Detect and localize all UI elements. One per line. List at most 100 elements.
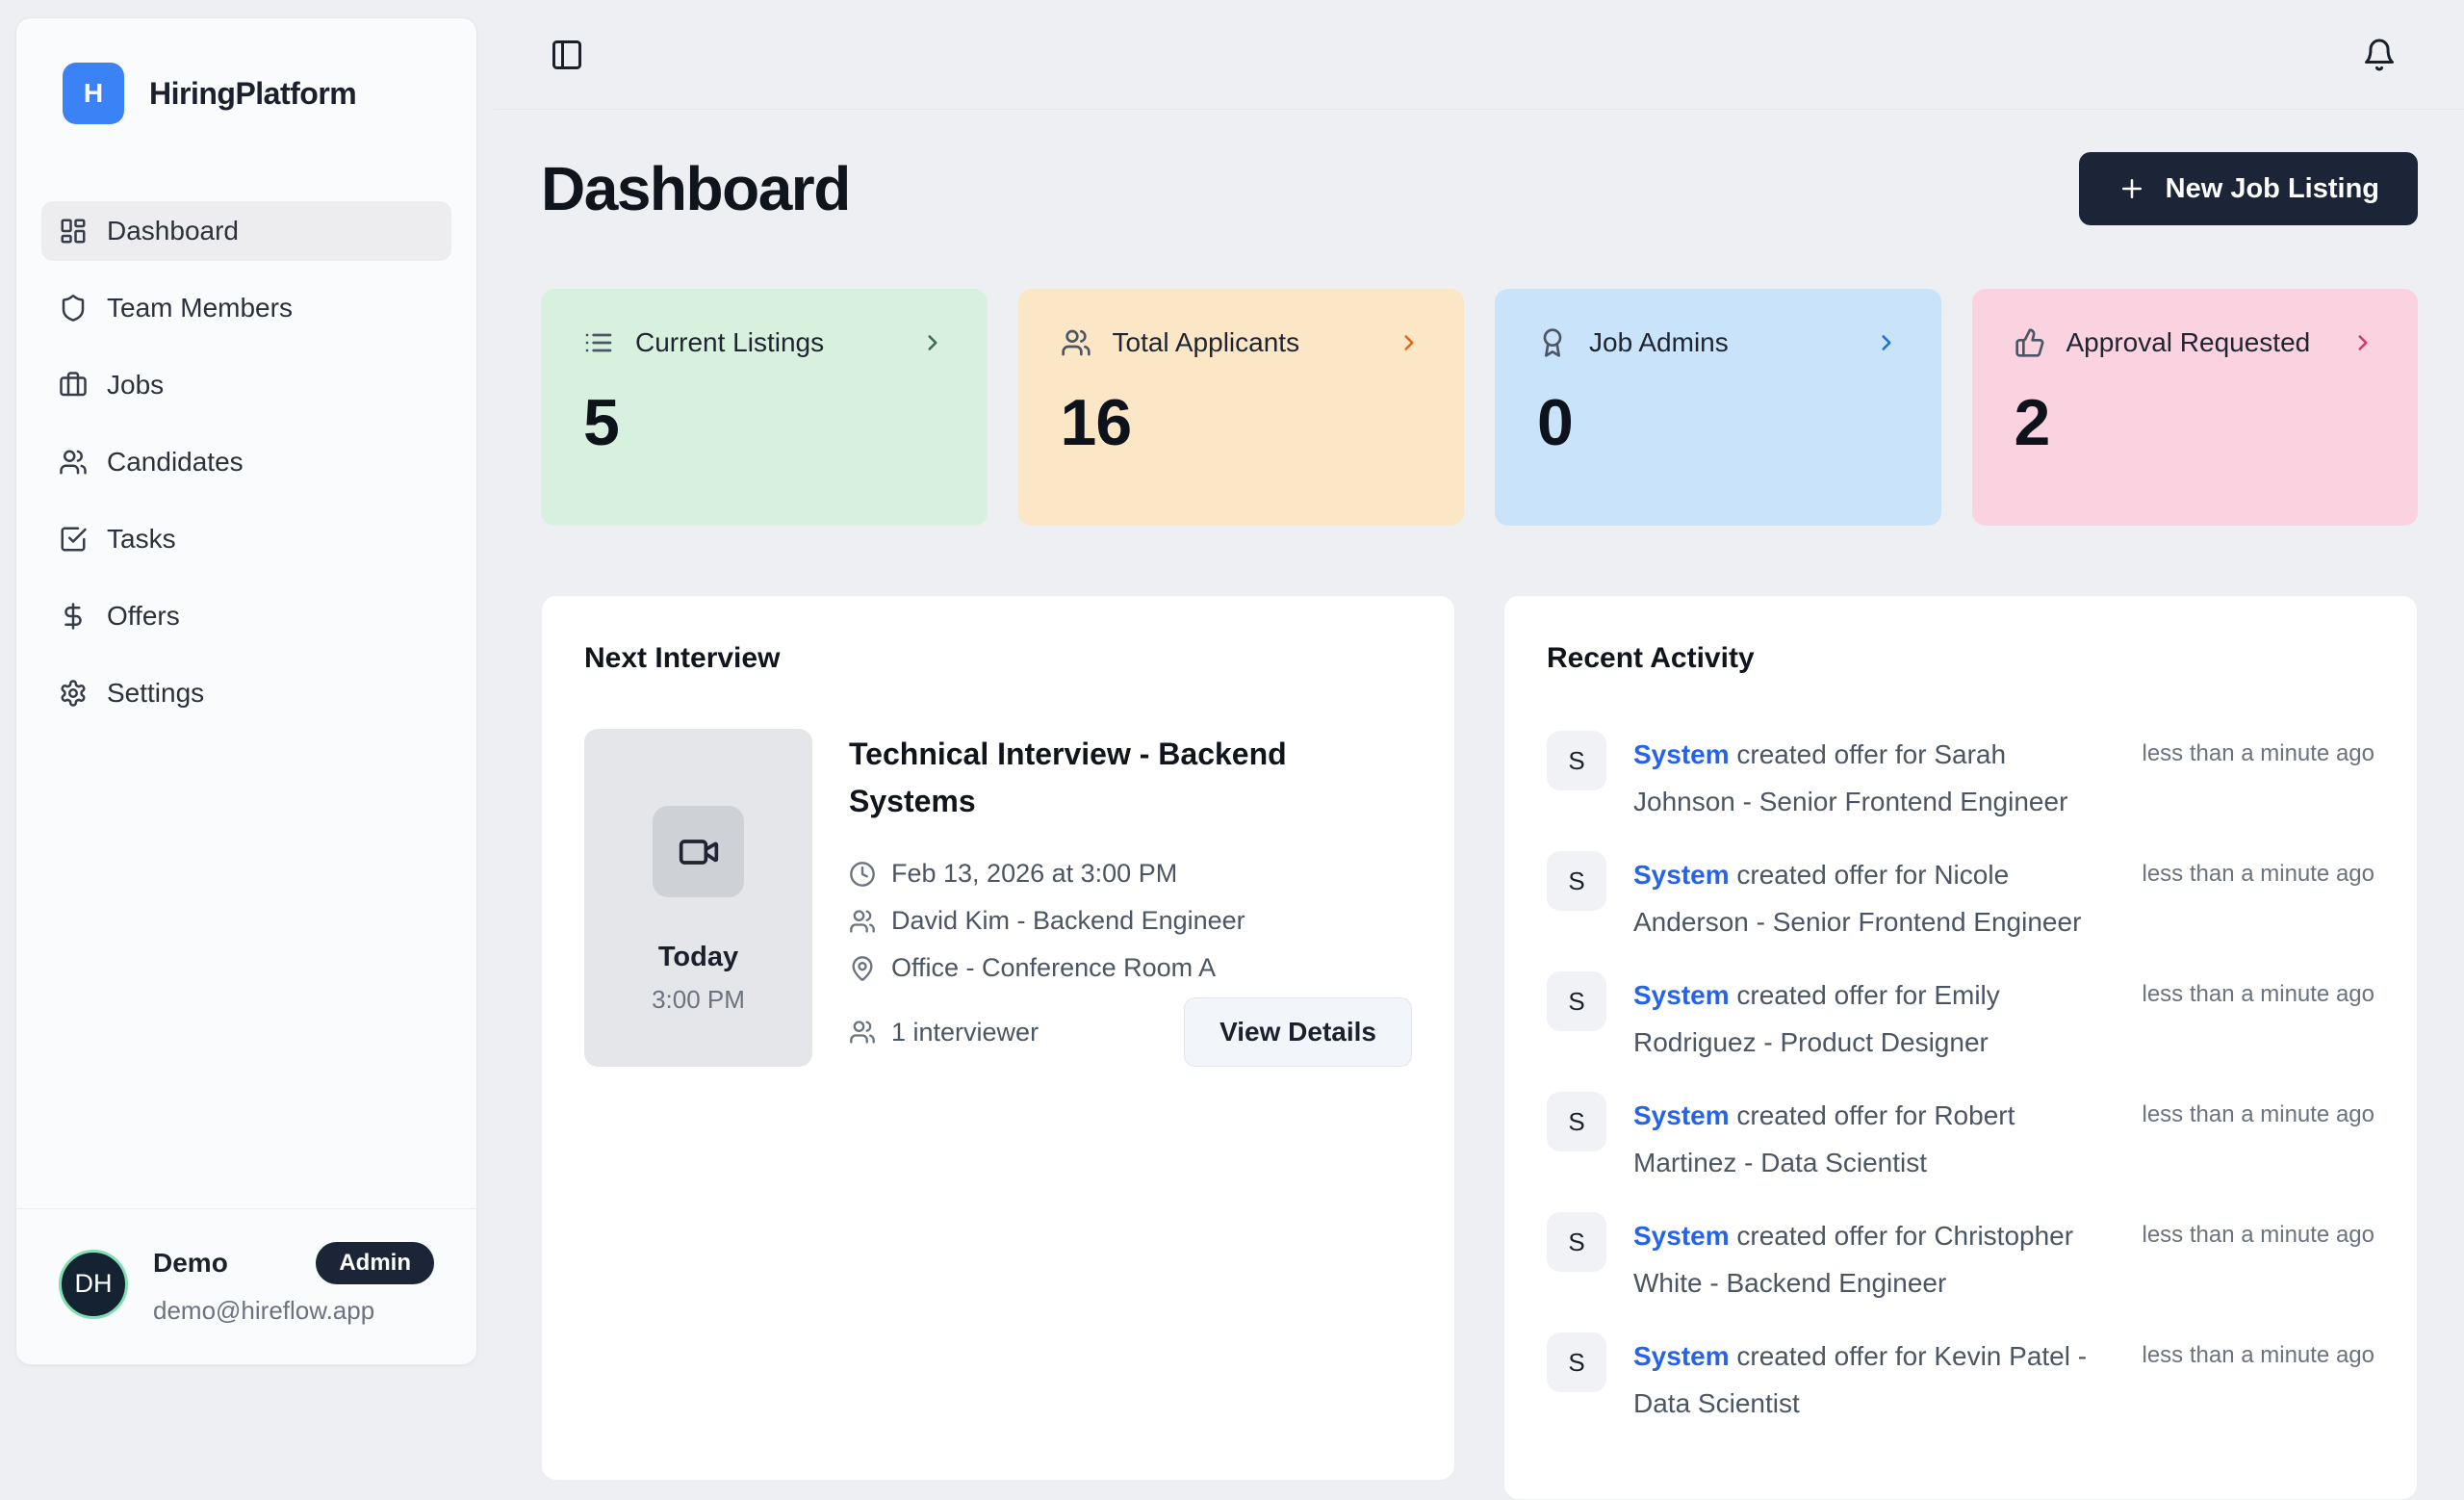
view-details-button[interactable]: View Details — [1184, 997, 1412, 1067]
users-icon — [1061, 327, 1091, 358]
activity-text: System created offer for Nicole Anderson… — [1633, 851, 2088, 945]
interview-person: David Kim - Backend Engineer — [891, 906, 1245, 935]
activity-action: created offer for Emily Rodriguez - Prod… — [1633, 980, 2000, 1057]
panel-left-icon — [552, 39, 581, 69]
activity-text: System created offer for Robert Martinez… — [1633, 1092, 2088, 1186]
sidebar-item-label: Settings — [107, 678, 205, 708]
activity-item: S System created offer for Robert Martin… — [1547, 1092, 2374, 1186]
sidebar-item-label: Candidates — [107, 447, 244, 477]
page-title: Dashboard — [541, 154, 851, 223]
activity-text: System created offer for Sarah Johnson -… — [1633, 731, 2088, 825]
activity-text: System created offer for Kevin Patel - D… — [1633, 1332, 2088, 1427]
stat-label: Job Admins — [1589, 327, 1729, 357]
interview-time-label: 3:00 PM — [652, 985, 745, 1014]
activity-avatar: S — [1547, 1212, 1606, 1272]
recent-activity-title: Recent Activity — [1547, 642, 1755, 674]
stat-cards: Current Listings 5 Total Applicants — [541, 289, 2418, 526]
sidebar-item-dashboard[interactable]: Dashboard — [41, 201, 451, 261]
activity-timestamp: less than a minute ago — [2142, 861, 2375, 887]
sidebar-item-label: Tasks — [107, 524, 176, 554]
users-icon — [849, 1019, 876, 1046]
role-badge: Admin — [316, 1242, 434, 1284]
activity-actor-link[interactable]: System — [1633, 980, 1730, 1010]
activity-item: S System created offer for Nicole Anders… — [1547, 851, 2374, 945]
sidebar-item-jobs[interactable]: Jobs — [41, 355, 451, 415]
activity-actor-link[interactable]: System — [1633, 1100, 1730, 1130]
activity-action: created offer for Nicole Anderson - Seni… — [1633, 860, 2082, 937]
activity-avatar: S — [1547, 971, 1606, 1031]
chevron-right-icon — [920, 330, 945, 355]
sidebar-item-candidates[interactable]: Candidates — [41, 432, 451, 492]
activity-action: created offer for Sarah Johnson - Senior… — [1633, 739, 2068, 816]
activity-text: System created offer for Christopher Whi… — [1633, 1212, 2088, 1306]
activity-list: S System created offer for Sarah Johnson… — [1547, 731, 2374, 1427]
briefcase-icon — [59, 371, 88, 400]
activity-actor-link[interactable]: System — [1633, 1221, 1730, 1251]
stat-card-current-listings[interactable]: Current Listings 5 — [541, 289, 988, 526]
interview-location: Office - Conference Room A — [891, 953, 1217, 982]
shield-icon — [59, 294, 88, 323]
user-info: Demo Admin demo@hireflow.app — [153, 1242, 434, 1326]
activity-timestamp: less than a minute ago — [2142, 1222, 2375, 1248]
activity-item: S System created offer for Emily Rodrigu… — [1547, 971, 2374, 1066]
activity-avatar: S — [1547, 1092, 1606, 1151]
stat-value: 2 — [2014, 386, 2051, 459]
recent-activity-card: Recent Activity S System created offer f… — [1503, 595, 2418, 1500]
activity-text: System created offer for Emily Rodriguez… — [1633, 971, 2088, 1066]
chevron-right-icon — [1874, 330, 1899, 355]
sidebar: H HiringPlatform Dashboard Team Members … — [15, 17, 477, 1365]
stat-value: 5 — [583, 386, 620, 459]
stat-value: 0 — [1537, 386, 1574, 459]
stat-card-approval-requested[interactable]: Approval Requested 2 — [1971, 289, 2418, 526]
brand-name: HiringPlatform — [149, 75, 357, 111]
stat-label: Approval Requested — [2066, 327, 2311, 357]
new-job-listing-button[interactable]: New Job Listing — [2078, 152, 2418, 225]
bell-icon — [2365, 39, 2394, 70]
interview-day-label: Today — [657, 942, 739, 972]
dashboard-grid-icon — [59, 217, 88, 246]
sidebar-item-label: Jobs — [107, 370, 165, 400]
clock-icon — [849, 861, 876, 888]
brand: H HiringPlatform — [16, 18, 476, 124]
activity-timestamp: less than a minute ago — [2142, 981, 2375, 1007]
interview-datetime: Feb 13, 2026 at 3:00 PM — [891, 859, 1178, 888]
interview-date-tile: Today 3:00 PM — [584, 729, 812, 1067]
dollar-sign-icon — [59, 602, 88, 631]
stat-card-job-admins[interactable]: Job Admins 0 — [1495, 289, 1941, 526]
interview-title: Technical Interview - Backend Systems — [849, 737, 1287, 818]
activity-actor-link[interactable]: System — [1633, 860, 1730, 890]
interview-details: Technical Interview - Backend Systems Fe… — [849, 729, 1412, 1067]
award-icon — [1537, 327, 1568, 358]
sidebar-item-settings[interactable]: Settings — [41, 663, 451, 723]
activity-avatar: S — [1547, 731, 1606, 790]
users-icon — [849, 908, 876, 935]
activity-actor-link[interactable]: System — [1633, 739, 1730, 769]
users-icon — [59, 448, 88, 477]
sidebar-item-offers[interactable]: Offers — [41, 586, 451, 646]
activity-item: S System created offer for Christopher W… — [1547, 1212, 2374, 1306]
notifications-button[interactable] — [2362, 38, 2397, 72]
thumbs-up-icon — [2015, 327, 2045, 358]
sidebar-item-label: Dashboard — [107, 216, 239, 246]
interviewer-count: 1 interviewer — [891, 1017, 1040, 1047]
sidebar-item-label: Offers — [107, 601, 180, 631]
sidebar-nav: Dashboard Team Members Jobs Candidates T… — [16, 201, 476, 740]
chevron-right-icon — [2350, 330, 2375, 355]
sidebar-toggle-button[interactable] — [550, 38, 584, 72]
stat-label: Current Listings — [635, 327, 825, 357]
stat-value: 16 — [1060, 386, 1133, 459]
activity-item: S System created offer for Kevin Patel -… — [1547, 1332, 2374, 1427]
user-email: demo@hireflow.app — [153, 1296, 375, 1325]
sidebar-item-tasks[interactable]: Tasks — [41, 509, 451, 569]
stat-card-total-applicants[interactable]: Total Applicants 16 — [1017, 289, 1464, 526]
user-footer: DH Demo Admin demo@hireflow.app — [16, 1208, 476, 1364]
sidebar-item-label: Team Members — [107, 293, 293, 323]
main-area: Dashboard New Job Listing Current Listin… — [494, 0, 2464, 1500]
activity-action: created offer for Robert Martinez - Data… — [1633, 1100, 2015, 1177]
gear-icon — [59, 679, 88, 708]
avatar: DH — [59, 1249, 128, 1319]
list-icon — [583, 327, 614, 358]
activity-actor-link[interactable]: System — [1633, 1341, 1730, 1371]
sidebar-item-team-members[interactable]: Team Members — [41, 278, 451, 338]
activity-timestamp: less than a minute ago — [2142, 740, 2375, 766]
